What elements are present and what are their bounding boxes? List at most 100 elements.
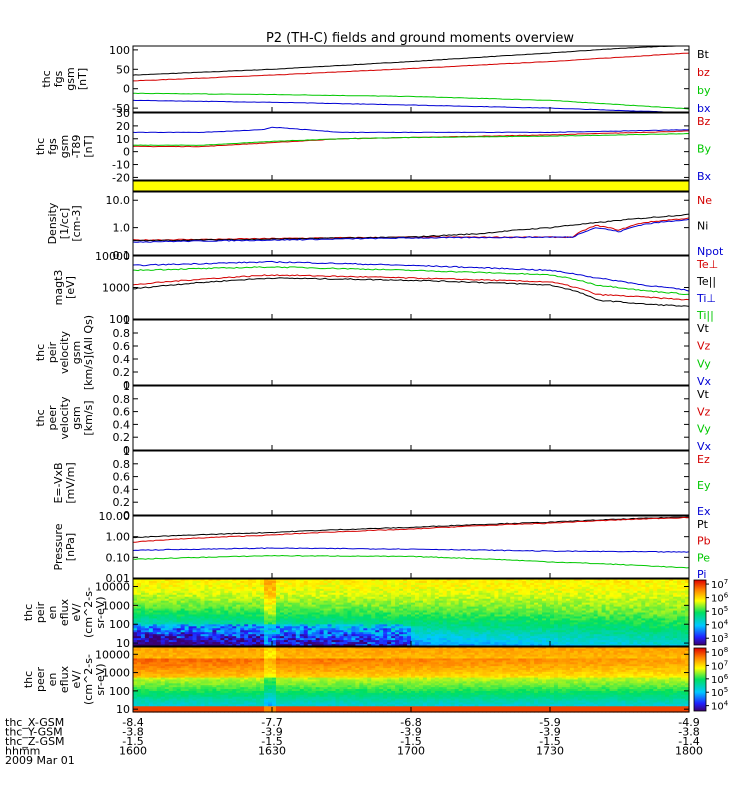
spectrogram-cell xyxy=(609,582,615,586)
spectrogram-cell xyxy=(172,622,178,625)
spectrogram-cell xyxy=(224,634,229,637)
spectrogram-cell xyxy=(470,586,476,590)
spectrogram-cell xyxy=(446,634,452,637)
spectrogram-cell xyxy=(319,618,325,621)
spectrogram-cell xyxy=(136,582,142,586)
spectrogram-cell xyxy=(609,636,615,639)
spectrogram-cell xyxy=(657,584,662,588)
spectrogram-cell xyxy=(268,590,273,594)
spectrogram-cell xyxy=(486,596,492,600)
spectrogram-cell xyxy=(557,604,563,608)
spectrogram-cell xyxy=(367,600,372,604)
spectrogram-cell xyxy=(303,588,309,592)
spectrogram-cell xyxy=(573,622,579,625)
spectrogram-cell xyxy=(156,580,162,584)
spectrogram-cell xyxy=(133,608,138,612)
spectrogram-cell xyxy=(502,618,507,621)
panel-frame xyxy=(132,450,690,516)
spectrogram-cell xyxy=(355,598,360,602)
spectrogram-cell xyxy=(514,602,519,606)
spectrogram-cell xyxy=(490,579,495,582)
spectrogram-cell xyxy=(200,590,206,594)
spectrogram-cell xyxy=(418,600,424,604)
spectrogram-cell xyxy=(172,638,178,641)
spectrogram-cell xyxy=(216,598,221,602)
spectrogram-cell xyxy=(557,598,563,602)
spectrogram-cell xyxy=(613,580,619,584)
spectrogram-cell xyxy=(260,644,265,647)
spectrogram-cell xyxy=(617,604,623,608)
spectrogram-cell xyxy=(295,616,301,620)
spectrogram-cell xyxy=(601,614,607,618)
spectrogram-cell xyxy=(502,590,507,594)
spectrogram-cell xyxy=(430,596,436,600)
spectrogram-cell xyxy=(407,620,412,623)
spectrogram-cell xyxy=(399,586,404,590)
spectrogram-cell xyxy=(645,594,650,598)
spectrogram-cell xyxy=(510,630,515,633)
spectrogram-cell xyxy=(454,608,460,612)
spectrogram-cell xyxy=(299,602,305,606)
spectrogram-cell xyxy=(538,588,543,592)
spectrogram-cell xyxy=(546,644,551,647)
spectrogram-cell xyxy=(260,626,265,629)
spectrogram-cell xyxy=(617,612,623,616)
spectrogram-cell xyxy=(371,594,376,598)
spectrogram-cell xyxy=(133,588,138,592)
spectrogram-cell xyxy=(291,624,297,627)
spectrogram-cell xyxy=(264,642,269,645)
spectrogram-cell xyxy=(478,602,484,606)
spectrogram-cell xyxy=(144,579,150,582)
spectrogram-cell xyxy=(383,610,388,614)
spectrogram-cell xyxy=(510,594,515,598)
spectrogram-cell xyxy=(343,644,349,647)
spectrogram-cell xyxy=(597,616,603,620)
spectrogram-cell xyxy=(534,586,539,590)
spectrogram-cell xyxy=(442,618,448,621)
spectrogram-cell xyxy=(176,628,182,631)
spectrogram-cell xyxy=(160,590,166,594)
spectrogram-cell xyxy=(573,602,579,606)
spectrogram-cell xyxy=(212,610,217,614)
spectrogram-cell xyxy=(279,596,285,600)
y-axis-label-line: gsm xyxy=(70,406,83,429)
spectrogram-cell xyxy=(633,636,638,639)
spectrogram-cell xyxy=(295,602,301,606)
spectrogram-cell xyxy=(168,602,174,606)
spectrogram-cell xyxy=(633,579,638,582)
spectrogram-cell xyxy=(474,616,480,620)
spectrogram-cell xyxy=(585,634,591,637)
spectrogram-cell xyxy=(665,628,670,631)
spectrogram-cell xyxy=(637,632,642,635)
spectrogram-cell xyxy=(454,584,460,588)
spectrogram-cell xyxy=(136,596,142,600)
spectrogram-cell xyxy=(657,579,662,582)
spectrogram-cell xyxy=(526,596,531,600)
spectrogram-cell xyxy=(268,586,273,590)
spectrogram-cell xyxy=(319,642,325,645)
spectrogram-cell xyxy=(573,586,579,590)
spectrogram-cell xyxy=(216,614,221,618)
spectrogram-cell xyxy=(232,642,237,645)
spectrogram-cell xyxy=(240,580,245,584)
spectrogram-cell xyxy=(160,638,166,641)
spectrogram-cell xyxy=(407,606,412,610)
spectrogram-cell xyxy=(514,580,519,584)
spectrogram-cell xyxy=(414,588,420,592)
spectrogram-cell xyxy=(212,592,217,596)
spectrogram-cell xyxy=(367,592,372,596)
spectrogram-cell xyxy=(605,579,611,582)
spectrogram-cell xyxy=(522,579,527,582)
spectrogram-cell xyxy=(323,642,329,645)
spectrogram-cell xyxy=(677,606,682,610)
spectrogram-cell xyxy=(613,628,619,631)
spectrogram-cell xyxy=(275,596,281,600)
spectrogram-cell xyxy=(133,604,138,608)
spectrogram-cell xyxy=(573,606,579,610)
spectrogram-cell xyxy=(144,590,150,594)
spectrogram-cell xyxy=(442,642,448,645)
spectrogram-cell xyxy=(275,592,281,596)
spectrogram-cell xyxy=(573,612,579,616)
spectrogram-cell xyxy=(140,626,146,629)
spectrogram-cell xyxy=(530,582,535,586)
